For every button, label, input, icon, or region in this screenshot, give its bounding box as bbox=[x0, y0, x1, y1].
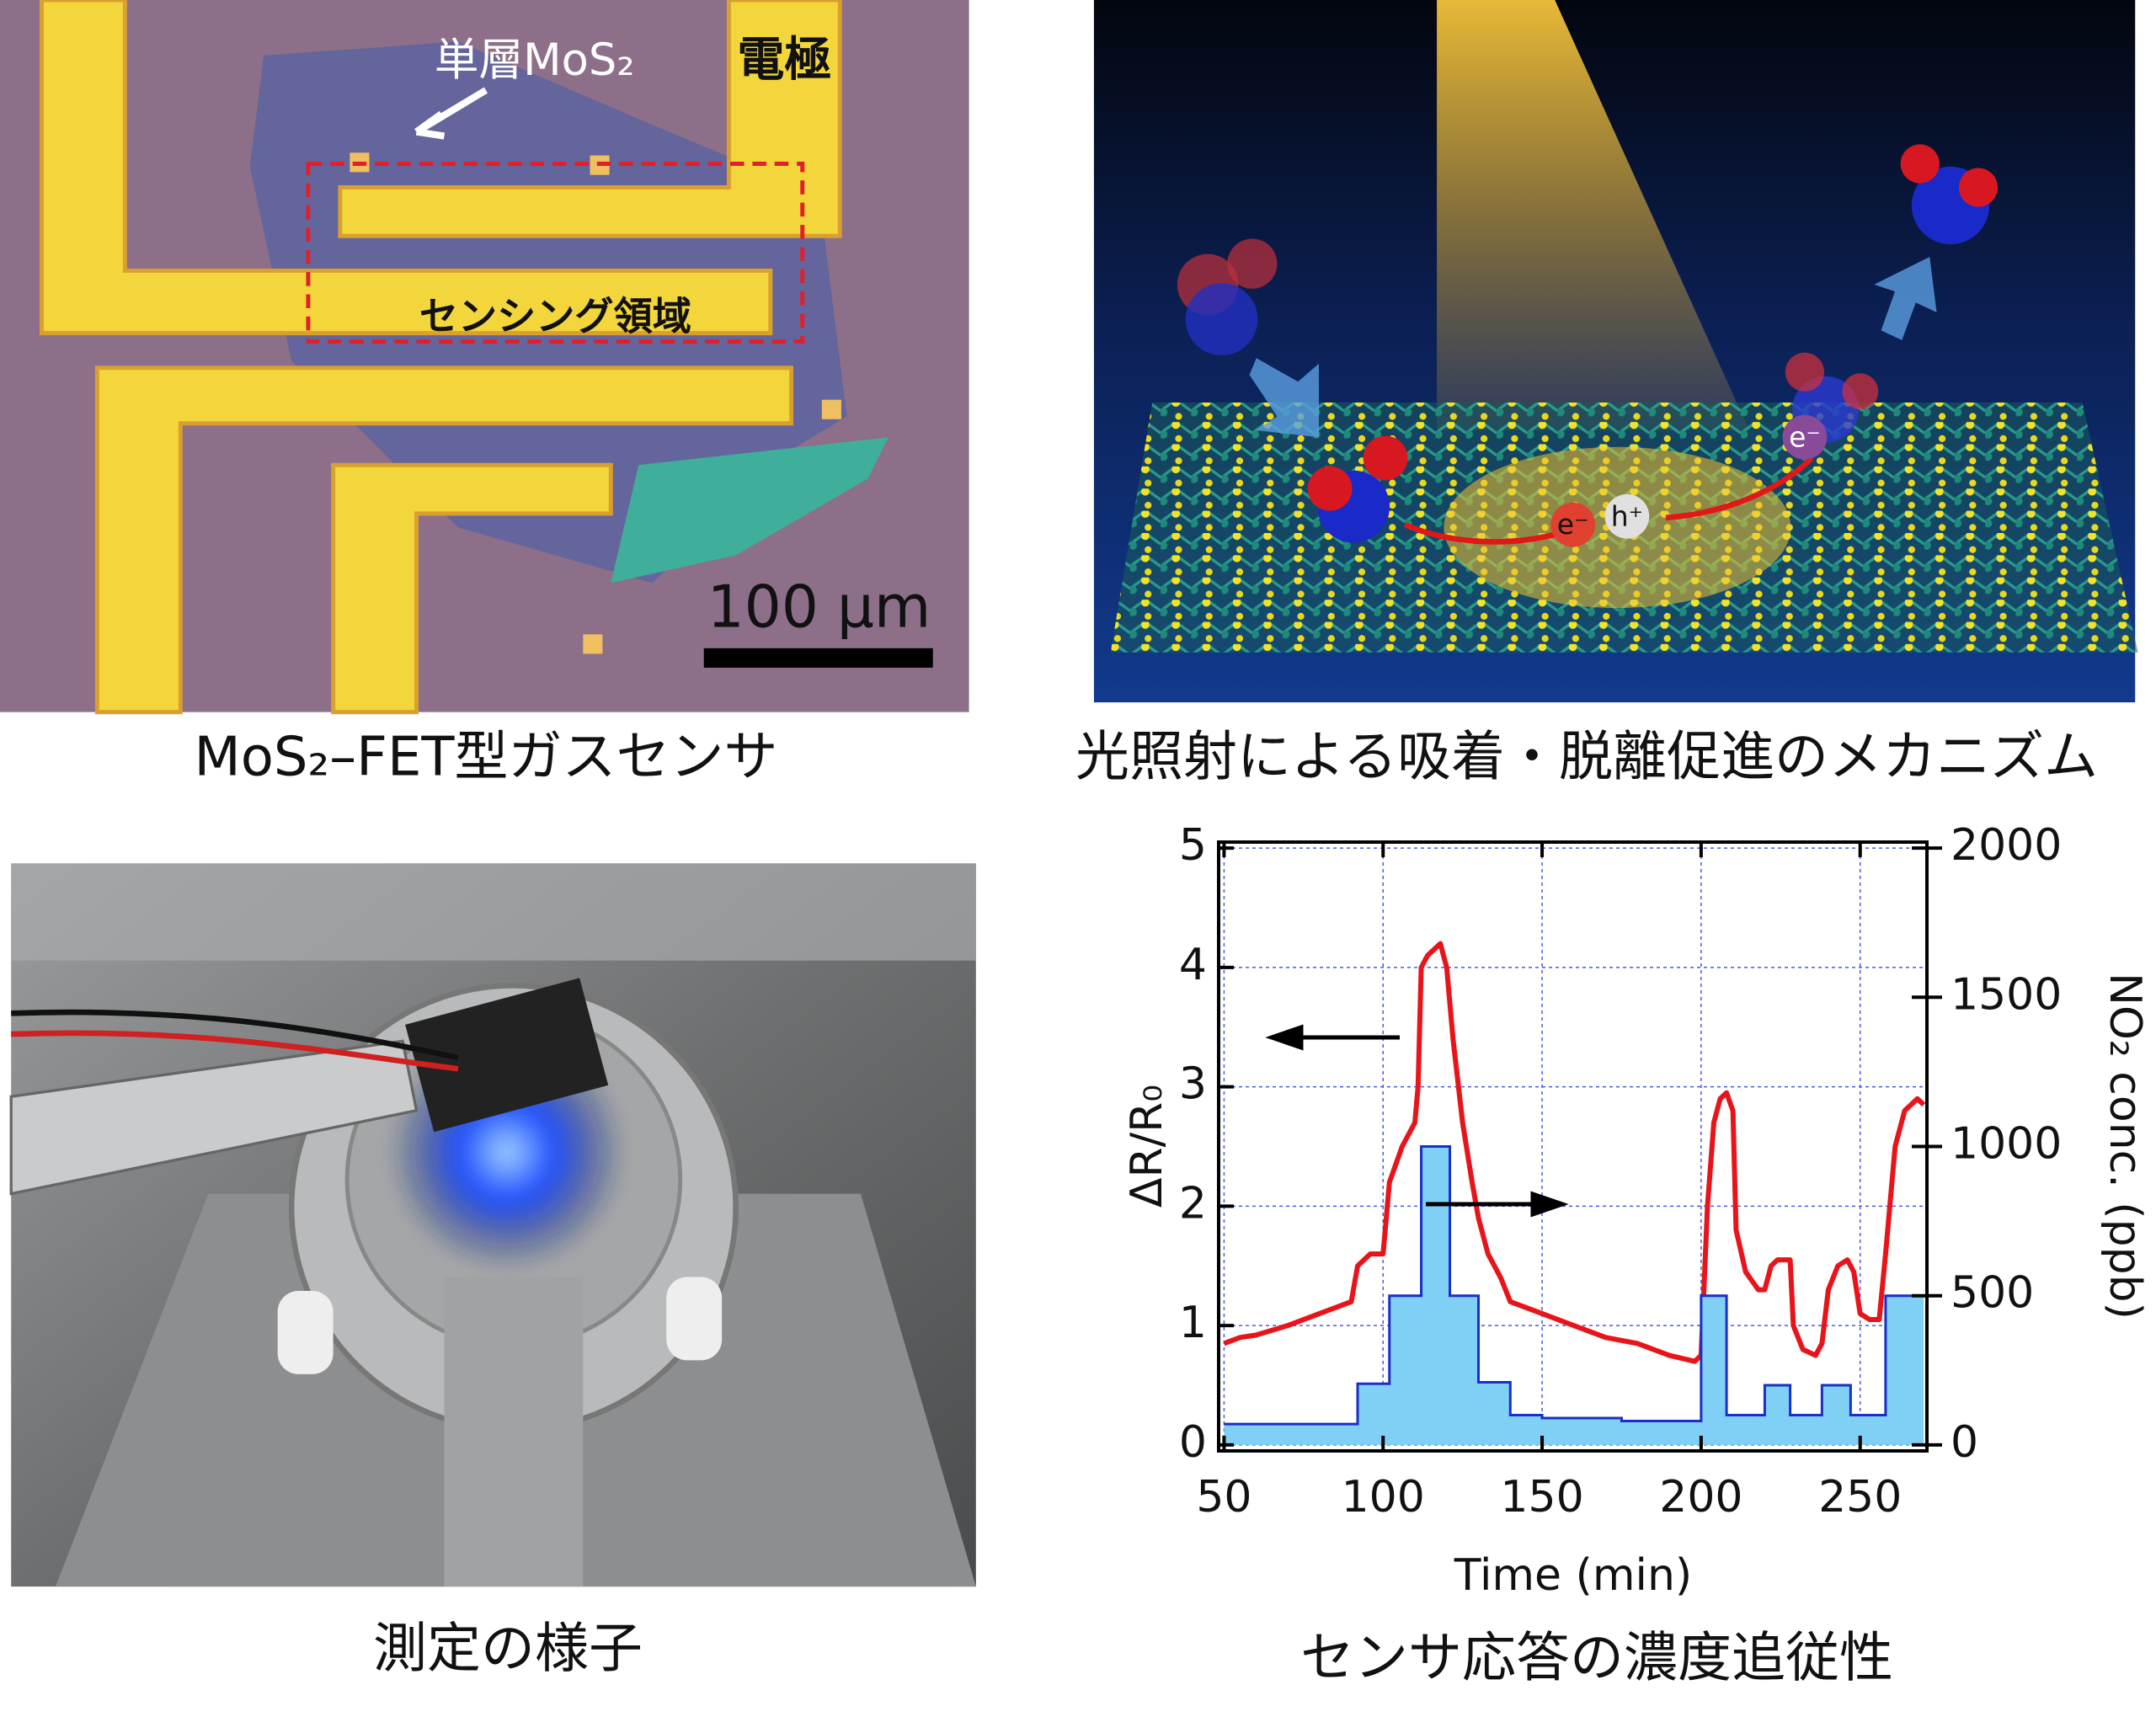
line bbox=[1223, 941, 1926, 1364]
x-tick-label: 50 bbox=[1196, 1472, 1251, 1522]
panel-c bbox=[9, 863, 976, 1587]
chart: Time (min) ΔR/R₀ NO₂ conc. (ppb) 50 100 15… bbox=[1122, 820, 2150, 1601]
area bbox=[1224, 1146, 1924, 1445]
y2-tick-label: 1000 bbox=[1951, 1119, 2062, 1170]
arrow bbox=[1426, 1191, 1569, 1218]
x-tick-label: 250 bbox=[1818, 1472, 1902, 1522]
label: e⁻ bbox=[1789, 420, 1821, 453]
caption: 測定の様子 bbox=[373, 1618, 643, 1681]
plot-frame bbox=[1217, 840, 1929, 1453]
y-axis-title: ΔR/R₀ bbox=[1122, 1085, 1172, 1208]
y-tick-label: 3 bbox=[1179, 1059, 1207, 1110]
label: センシング領域 bbox=[419, 294, 691, 339]
x-axis-title: Time (min) bbox=[1454, 1550, 1692, 1601]
x-tick-label: 100 bbox=[1342, 1472, 1425, 1522]
y-tick-label: 5 bbox=[1179, 820, 1207, 871]
label: e⁻ bbox=[1557, 508, 1589, 541]
y2-tick-label: 500 bbox=[1951, 1268, 2034, 1319]
step-line bbox=[1224, 1145, 1924, 1426]
plot-area bbox=[1223, 941, 1926, 1445]
y-tick-label: 4 bbox=[1179, 940, 1207, 990]
x-tick-label: 200 bbox=[1659, 1472, 1742, 1522]
caption: センサ応答の濃度追従性 bbox=[1300, 1628, 1893, 1690]
label: h⁺ bbox=[1611, 499, 1643, 532]
y-tick-label: 0 bbox=[1179, 1417, 1207, 1468]
y2-tick-label: 2000 bbox=[1951, 820, 2062, 871]
y2-axis-title: NO₂ conc. (ppb) bbox=[2100, 973, 2150, 1320]
y2-tick-label: 1500 bbox=[1951, 969, 2062, 1020]
panel-a: 単層MoS₂ 電極 センシング領域 100 μm bbox=[0, 0, 969, 715]
panel-b: e⁻ h⁺ e⁻ bbox=[1093, 0, 2138, 703]
label: 単層MoS₂ bbox=[435, 35, 635, 86]
captions: MoS₂–FET型ガスセンサ 光照射による吸着・脱離促進のメカニズム 測定の様子… bbox=[195, 727, 2099, 1690]
y-tick-label: 2 bbox=[1179, 1178, 1207, 1229]
y-tick-label: 1 bbox=[1179, 1298, 1207, 1348]
arrow bbox=[1265, 1024, 1400, 1051]
caption: MoS₂–FET型ガスセンサ bbox=[195, 727, 778, 789]
x-tick-label: 150 bbox=[1500, 1472, 1583, 1522]
caption: 光照射による吸着・脱離促進のメカニズム bbox=[1075, 727, 2098, 789]
y2-tick-label: 0 bbox=[1951, 1417, 1978, 1468]
label: 電極 bbox=[737, 33, 831, 88]
scale-label: 100 μm bbox=[707, 573, 931, 641]
